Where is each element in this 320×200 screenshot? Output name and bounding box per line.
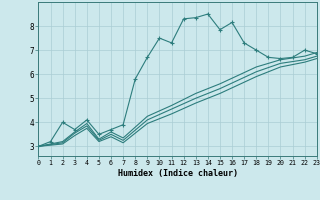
X-axis label: Humidex (Indice chaleur): Humidex (Indice chaleur): [118, 169, 238, 178]
